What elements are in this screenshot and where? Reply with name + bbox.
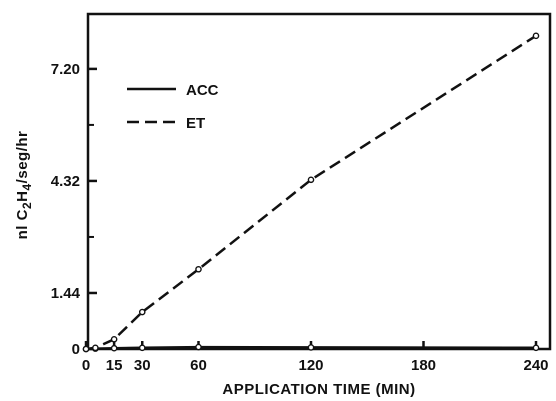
- data-point-et: [138, 308, 146, 316]
- x-tick-label: 240: [523, 357, 548, 374]
- y-tick-label: 1.44: [51, 285, 81, 302]
- x-tick-label: 60: [190, 357, 207, 374]
- y-axis-title-part: /seg/hr: [14, 131, 31, 184]
- x-tick-label: 120: [298, 357, 323, 374]
- plot-frame: [86, 12, 552, 351]
- y-axis-title-subscript: 4: [20, 183, 34, 190]
- y-tick-label: 7.20: [51, 61, 80, 78]
- x-tick-label: 15: [106, 357, 123, 374]
- data-point-acc: [138, 344, 146, 352]
- data-point-et: [92, 344, 99, 352]
- legend-label-acc: ACC: [186, 82, 219, 99]
- y-axis-ticks: 0 1.44 4.32 7.20: [51, 61, 97, 358]
- data-point-acc: [307, 344, 315, 351]
- y-tick-label: 4.32: [51, 173, 80, 190]
- x-tick-label: 0: [82, 357, 90, 374]
- data-point-acc: [532, 344, 540, 352]
- data-point-et: [195, 265, 202, 273]
- data-point-et: [307, 176, 315, 184]
- data-point-acc: [195, 343, 202, 351]
- x-tick-label: 180: [411, 357, 436, 374]
- y-axis-title-part: nl C: [14, 209, 31, 239]
- data-point-acc: [110, 344, 118, 352]
- y-axis-title-subscript: 2: [20, 202, 34, 209]
- data-point-et: [532, 32, 540, 40]
- y-axis-title: nl C2H4/seg/hr: [14, 131, 34, 240]
- series-line-et: [85, 34, 537, 351]
- y-axis-title-part: H: [14, 191, 31, 202]
- y-tick-label: 0: [72, 341, 80, 358]
- data-point-et: [110, 335, 118, 343]
- legend-label-et: ET: [186, 115, 205, 132]
- series-layer: [82, 32, 540, 353]
- data-point-et: [82, 345, 90, 353]
- x-tick-label: 30: [134, 357, 151, 374]
- legend: ACC ET: [127, 82, 219, 132]
- x-axis-ticks: 0 15 30 60 120 180 240: [82, 341, 549, 374]
- x-axis-title: APPLICATION TIME (MIN): [222, 381, 415, 398]
